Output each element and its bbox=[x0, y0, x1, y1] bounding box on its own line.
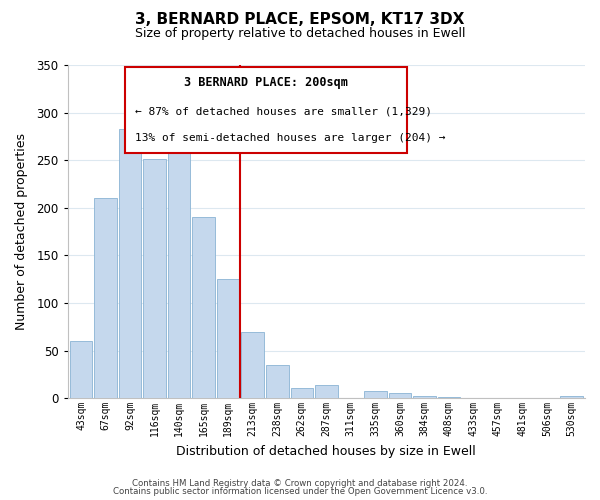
Text: ← 87% of detached houses are smaller (1,329): ← 87% of detached houses are smaller (1,… bbox=[135, 106, 432, 117]
Text: 13% of semi-detached houses are larger (204) →: 13% of semi-detached houses are larger (… bbox=[135, 132, 445, 142]
Bar bbox=[315, 385, 338, 398]
Text: 3 BERNARD PLACE: 200sqm: 3 BERNARD PLACE: 200sqm bbox=[184, 76, 347, 89]
Bar bbox=[413, 396, 436, 398]
Bar bbox=[143, 159, 166, 398]
Text: 3, BERNARD PLACE, EPSOM, KT17 3DX: 3, BERNARD PLACE, EPSOM, KT17 3DX bbox=[136, 12, 464, 28]
Text: Contains public sector information licensed under the Open Government Licence v3: Contains public sector information licen… bbox=[113, 487, 487, 496]
Bar bbox=[560, 396, 583, 398]
Text: Size of property relative to detached houses in Ewell: Size of property relative to detached ho… bbox=[135, 28, 465, 40]
X-axis label: Distribution of detached houses by size in Ewell: Distribution of detached houses by size … bbox=[176, 444, 476, 458]
FancyBboxPatch shape bbox=[125, 66, 407, 154]
Bar bbox=[168, 139, 190, 398]
Bar bbox=[266, 365, 289, 398]
Bar bbox=[241, 332, 264, 398]
Bar bbox=[217, 279, 239, 398]
Bar bbox=[290, 388, 313, 398]
Bar bbox=[364, 392, 386, 398]
Y-axis label: Number of detached properties: Number of detached properties bbox=[15, 133, 28, 330]
Bar bbox=[119, 129, 142, 398]
Bar bbox=[389, 394, 411, 398]
Text: Contains HM Land Registry data © Crown copyright and database right 2024.: Contains HM Land Registry data © Crown c… bbox=[132, 478, 468, 488]
Bar bbox=[70, 341, 92, 398]
Bar bbox=[193, 218, 215, 398]
Bar bbox=[94, 198, 117, 398]
Bar bbox=[437, 397, 460, 398]
